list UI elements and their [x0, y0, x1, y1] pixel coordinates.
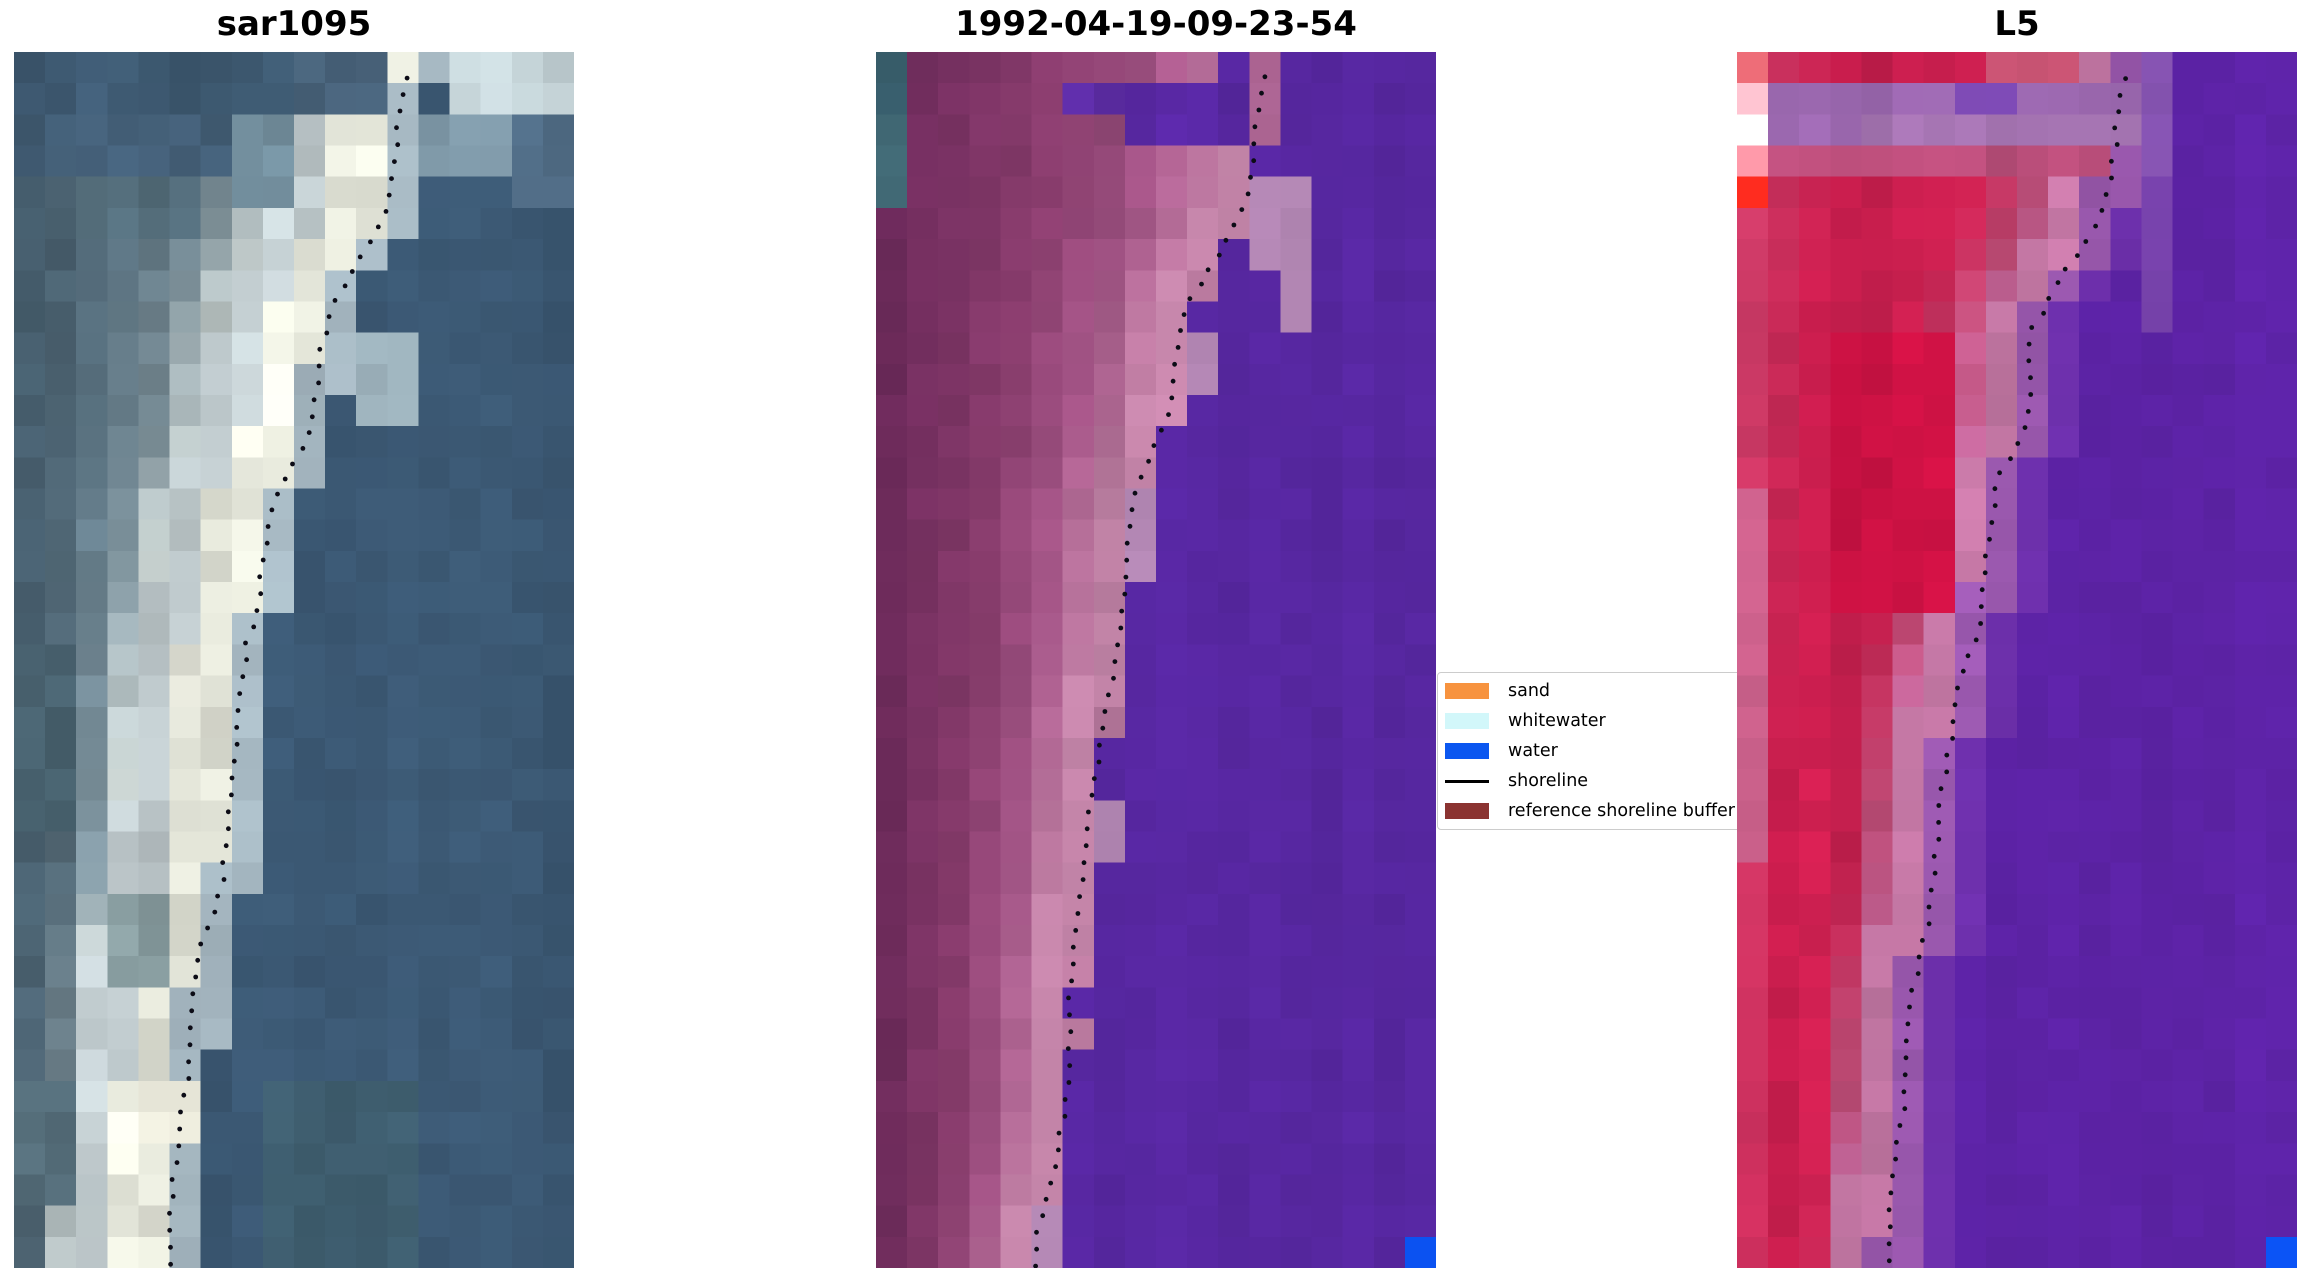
legend-item-reference-buffer: reference shoreline buffer [1445, 796, 1768, 826]
legend-item-whitewater: whitewater [1445, 706, 1768, 736]
legend-item-shoreline: shoreline [1445, 766, 1768, 796]
classified-image-canvas [876, 52, 1436, 1268]
shoreline-dots-overlay [1886, 76, 2128, 1264]
whitewater-swatch-icon [1445, 713, 1489, 729]
classified-image [876, 52, 1436, 1268]
legend: sand whitewater water shoreline referenc… [1437, 672, 1769, 830]
legend-label: shoreline [1508, 771, 1589, 791]
legend-label: water [1508, 741, 1558, 761]
panel-title-l5: L5 [1994, 4, 2040, 44]
panel-title-sar1095: sar1095 [216, 4, 372, 44]
sar-image-canvas [14, 52, 574, 1268]
water-swatch-icon [1445, 743, 1489, 759]
sand-swatch-icon [1445, 683, 1489, 699]
shoreline-dots-overlay [167, 75, 410, 1267]
panel-title-date: 1992-04-19-09-23-54 [955, 4, 1357, 44]
legend-label: reference shoreline buffer [1508, 801, 1735, 821]
shoreline-dots-overlay [1033, 74, 1268, 1268]
reference-buffer-swatch-icon [1445, 803, 1489, 819]
l5-image-canvas [1737, 52, 2297, 1268]
panel-sar1095: sar1095 [14, 0, 574, 1268]
legend-item-water: water [1445, 736, 1768, 766]
sar-image [14, 52, 574, 1268]
shoreline-line-icon [1445, 779, 1489, 783]
l5-image [1737, 52, 2297, 1268]
legend-item-sand: sand [1445, 676, 1768, 706]
panel-classified-1992: 1992-04-19-09-23-54 [876, 0, 1436, 1268]
panel-l5: L5 [1737, 0, 2297, 1268]
legend-label: sand [1508, 681, 1551, 701]
legend-label: whitewater [1508, 711, 1606, 731]
